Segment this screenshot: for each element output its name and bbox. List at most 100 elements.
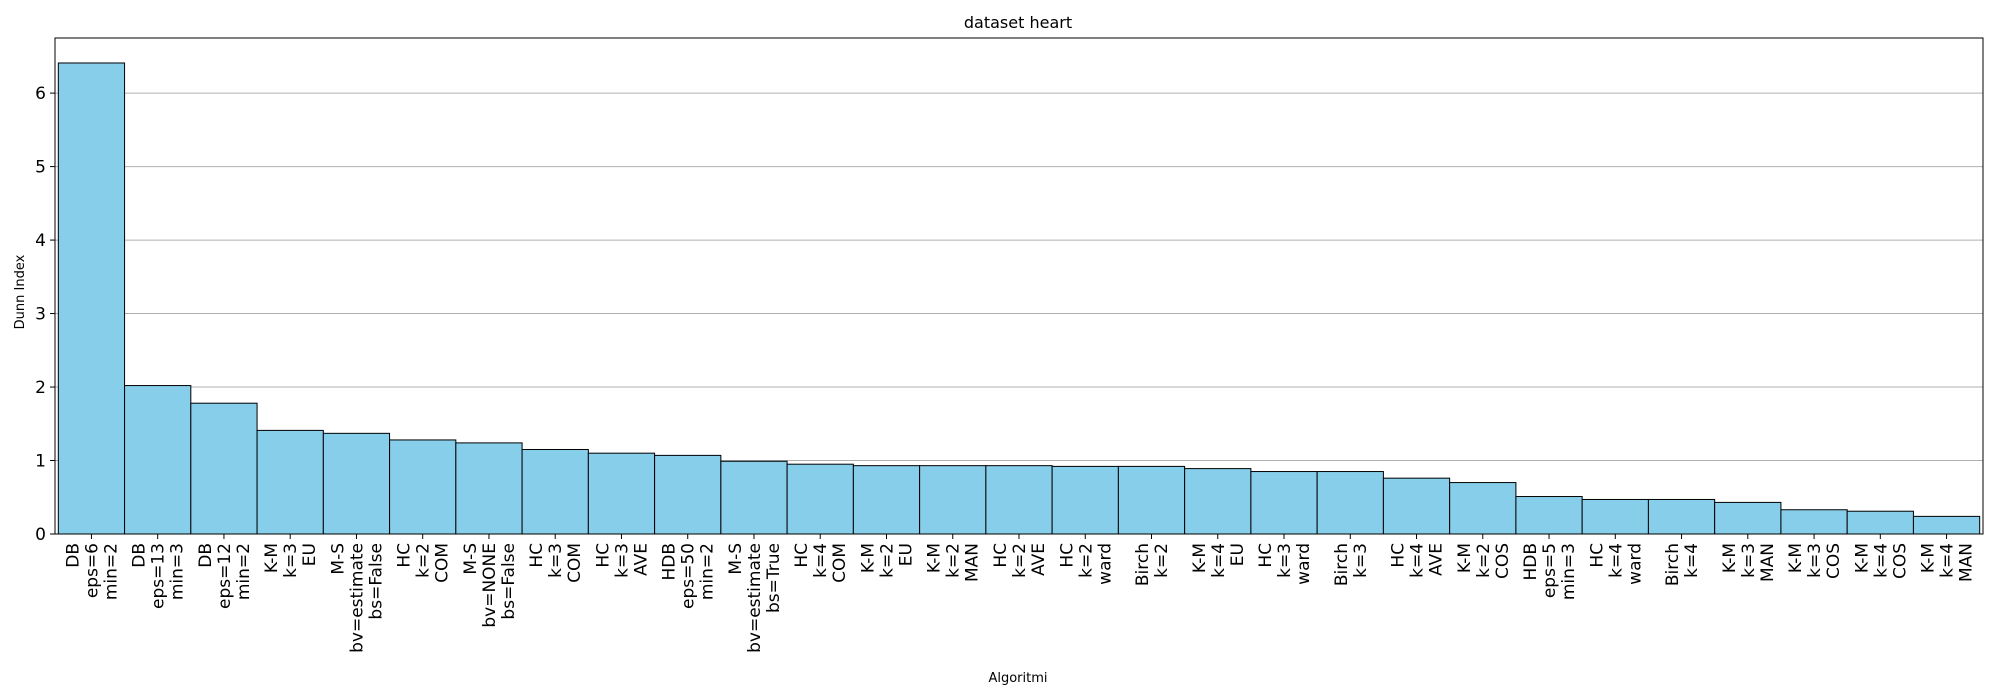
x-tick-label-line: k=4 bbox=[1209, 543, 1229, 578]
x-tick-label-line: EU bbox=[1228, 543, 1248, 566]
x-tick-label-line: k=4 bbox=[811, 543, 831, 578]
x-tick-label: HCk=3AVE bbox=[593, 543, 651, 578]
x-tick-label-line: k=4 bbox=[1408, 543, 1428, 578]
x-tick-label: Birchk=4 bbox=[1663, 543, 1702, 586]
chart-title: dataset heart bbox=[964, 13, 1072, 32]
bar bbox=[57, 62, 126, 535]
x-tick-label: K-Mk=2COS bbox=[1455, 543, 1513, 579]
bar bbox=[455, 442, 523, 535]
x-tick-label-line: DB bbox=[130, 543, 150, 568]
x-tick-label-line: K-M bbox=[1455, 543, 1475, 573]
x-tick-label: DBeps=13min=3 bbox=[130, 543, 188, 609]
x-tick-label-line: MAN bbox=[1758, 543, 1778, 582]
x-tick-label-line: k=3 bbox=[612, 543, 632, 578]
x-tick-label-line: M-S bbox=[726, 543, 746, 575]
y-axis-ticks: 0 1 2 3 4 5 6 bbox=[35, 84, 55, 545]
bar bbox=[1051, 465, 1119, 535]
x-tick-label-line: k=2 bbox=[1474, 543, 1494, 578]
x-tick-label-line: k=3 bbox=[1805, 543, 1825, 578]
bar bbox=[1647, 498, 1716, 535]
x-tick-label: K-Mk=4MAN bbox=[1919, 543, 1977, 582]
x-tick-label: HCk=3COM bbox=[527, 543, 585, 583]
x-tick-label-line: min=2 bbox=[234, 543, 254, 600]
x-tick-label-line: K-M bbox=[1919, 543, 1939, 573]
x-tick-label-line: min=3 bbox=[168, 543, 188, 600]
x-tick-label-line: HC bbox=[593, 543, 613, 568]
x-tick-label-line: ward bbox=[1294, 543, 1314, 585]
bar bbox=[190, 402, 258, 535]
x-tick-label-line: DB bbox=[63, 543, 83, 568]
x-tick-label: HCk=2COM bbox=[395, 543, 453, 583]
x-tick-label-line: bs=False bbox=[499, 543, 519, 620]
y-tick-label: 2 bbox=[35, 378, 46, 398]
y-tick-label: 4 bbox=[35, 231, 46, 251]
x-tick-label-line: eps=5 bbox=[1540, 543, 1560, 598]
x-tick-label-line: k=2 bbox=[877, 543, 897, 578]
x-tick-label: M-Sbv=NONEbs=False bbox=[461, 543, 519, 628]
bar bbox=[1714, 501, 1782, 535]
x-tick-label: HCk=2ward bbox=[1057, 543, 1115, 585]
y-axis-title: Dunn Index bbox=[13, 254, 28, 329]
x-tick-label-line: k=2 bbox=[414, 543, 434, 578]
x-tick-label: HCk=3ward bbox=[1256, 543, 1314, 585]
bar bbox=[1912, 515, 1981, 535]
x-tick-label-line: AVE bbox=[1029, 543, 1049, 576]
x-tick-label: HDBeps=5min=3 bbox=[1521, 543, 1579, 600]
x-tick-label-line: HC bbox=[1389, 543, 1409, 568]
x-tick-label-line: min=3 bbox=[1559, 543, 1579, 600]
x-tick-label-line: K-M bbox=[1786, 543, 1806, 573]
x-tick-label: HCk=2AVE bbox=[991, 543, 1049, 578]
bar bbox=[322, 432, 391, 535]
x-tick-label-line: k=3 bbox=[1275, 543, 1295, 578]
x-tick-label-line: k=3 bbox=[1351, 543, 1371, 578]
bar bbox=[1382, 477, 1451, 535]
x-tick-label-line: M-S bbox=[461, 543, 481, 575]
x-tick-label: HCk=4COM bbox=[792, 543, 850, 583]
x-tick-label-line: HDB bbox=[1521, 543, 1541, 581]
bar bbox=[1846, 510, 1914, 535]
bars bbox=[57, 62, 1981, 535]
x-tick-label-line: HC bbox=[792, 543, 812, 568]
x-tick-label-line: eps=12 bbox=[215, 543, 235, 609]
x-tick-label-line: MAN bbox=[963, 543, 983, 582]
bar bbox=[1780, 509, 1848, 535]
bar bbox=[786, 463, 854, 535]
x-tick-label-line: bs=False bbox=[366, 543, 386, 620]
x-tick-label-line: ward bbox=[1625, 543, 1645, 585]
bar bbox=[587, 452, 656, 535]
x-tick-label: M-Sbv=estimatebs=False bbox=[328, 543, 386, 653]
x-tick-label-line: min=2 bbox=[698, 543, 718, 600]
bar bbox=[919, 465, 987, 535]
x-tick-label: K-Mk=4COS bbox=[1852, 543, 1910, 579]
y-tick-label: 0 bbox=[35, 525, 46, 545]
x-tick-label: K-Mk=2MAN bbox=[925, 543, 983, 582]
y-tick-label: 6 bbox=[35, 84, 46, 104]
x-tick-label: Birchk=3 bbox=[1332, 543, 1371, 586]
x-tick-label-line: DB bbox=[196, 543, 216, 568]
bar bbox=[1581, 498, 1649, 535]
x-tick-label-line: COS bbox=[1890, 543, 1910, 579]
bar bbox=[985, 465, 1053, 535]
x-tick-label-line: COM bbox=[565, 543, 585, 583]
x-tick-label-line: HC bbox=[991, 543, 1011, 568]
x-tick-label-line: min=2 bbox=[101, 543, 121, 600]
x-tick-label-line: k=3 bbox=[281, 543, 301, 578]
x-tick-label-line: k=3 bbox=[1739, 543, 1759, 578]
bar bbox=[654, 454, 722, 535]
x-tick-label-line: k=4 bbox=[1682, 543, 1702, 578]
plot-area-frame bbox=[54, 37, 1984, 535]
x-tick-label-line: K-M bbox=[1190, 543, 1210, 573]
bar bbox=[256, 429, 324, 535]
x-tick-label-line: K-M bbox=[1852, 543, 1872, 573]
x-tick-label-line: EU bbox=[896, 543, 916, 566]
x-tick-label-line: k=2 bbox=[1152, 543, 1172, 578]
x-tick-label-line: HC bbox=[395, 543, 415, 568]
bar bbox=[720, 460, 788, 535]
bar bbox=[124, 385, 192, 535]
x-tick-label-line: K-M bbox=[1720, 543, 1740, 573]
bar bbox=[1316, 471, 1384, 535]
x-tick-label-line: AVE bbox=[631, 543, 651, 576]
x-tick-label-line: k=4 bbox=[1606, 543, 1626, 578]
x-tick-label-line: eps=50 bbox=[679, 543, 699, 609]
x-tick-label-line: COM bbox=[433, 543, 453, 583]
